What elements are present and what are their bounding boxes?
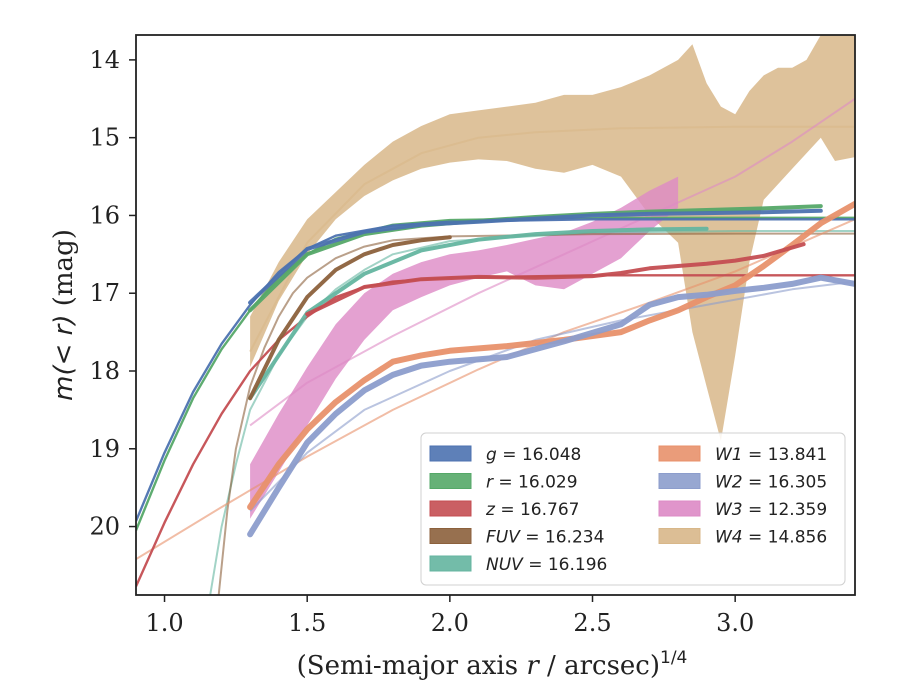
profile-w2 [247, 274, 855, 538]
model-w3 [249, 97, 855, 427]
profile-z [305, 242, 806, 317]
legend-swatch-w2 [658, 473, 701, 489]
x-tick-label: 2.5 [573, 609, 611, 637]
legend-swatch-nuv [429, 555, 472, 572]
x-axis-title: (Semi-major axis r / arcsec)1/4 [297, 648, 688, 681]
legend-label-r: r = 16.029 [486, 473, 578, 493]
y-tick-label: 15 [89, 124, 120, 152]
model-w4 [249, 125, 855, 353]
model-w2 [249, 280, 855, 512]
profile-nuv [248, 226, 709, 401]
band-w4 [250, 35, 855, 441]
x-tick-label: 2.0 [431, 609, 469, 637]
legend-label-z: z = 16.767 [485, 500, 579, 520]
profile-g [248, 208, 823, 305]
x-axis: 1.0 1.5 2.0 2.5 3.0 [145, 595, 754, 637]
legend-swatch-g [429, 445, 472, 462]
legend-swatch-w3 [658, 500, 701, 517]
legend-label-w3: W3 = 12.359 [715, 500, 827, 520]
legend-label-w1: W1 = 13.841 [715, 445, 827, 465]
legend-swatch-fuv [429, 528, 472, 544]
data-profiles [247, 200, 855, 538]
y-tick-label: 18 [89, 357, 120, 385]
y-tick-label: 14 [89, 46, 120, 74]
y-tick-label: 17 [89, 279, 120, 307]
x-tick-label: 3.0 [716, 609, 754, 637]
y-axis-title: m(< r) (mag) [49, 229, 79, 401]
y-tick-label: 19 [89, 435, 120, 463]
data-bands [250, 35, 855, 519]
x-tick-label: 1.5 [288, 609, 326, 637]
legend-swatch-w4 [658, 528, 701, 544]
y-tick-label: 20 [89, 513, 120, 541]
y-tick-label: 16 [89, 201, 120, 229]
model-w1 [136, 218, 855, 561]
y-axis: 14 15 16 17 18 19 20 [89, 46, 136, 541]
legend-label-fuv: FUV = 16.234 [486, 528, 604, 548]
legend-swatch-w1 [658, 445, 701, 462]
band-w3 [250, 176, 679, 519]
legend-label-nuv: NUV = 16.196 [486, 555, 607, 575]
legend-label-g: g = 16.048 [486, 445, 581, 465]
profile-fuv [248, 235, 452, 401]
legend-swatch-z [429, 500, 472, 517]
legend-swatch-r [429, 473, 472, 489]
legend-label-w4: W4 = 14.856 [715, 528, 827, 548]
legend-label-w2: W2 = 16.305 [715, 473, 827, 493]
legend-box [420, 432, 846, 586]
legend: g = 16.048 r = 16.029 z = 16.767 FUV = 16.2… [420, 432, 846, 586]
plot-frame [135, 34, 856, 596]
x-tick-label: 1.0 [145, 609, 183, 637]
